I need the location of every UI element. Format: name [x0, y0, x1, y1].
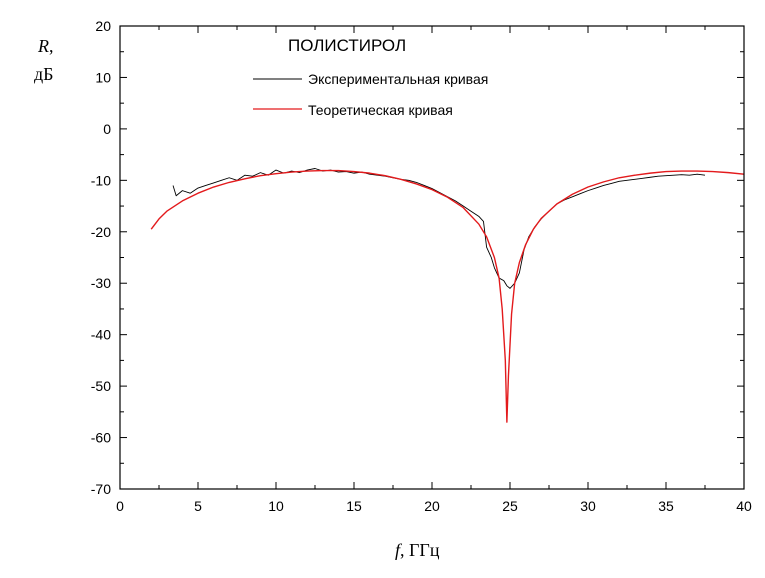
x-axis-label: f, ГГц — [395, 540, 440, 560]
legend-label-experimental: Экспериментальная кривая — [308, 71, 488, 87]
plot-frame — [119, 25, 745, 490]
y-tick-label: -20 — [91, 224, 111, 240]
y-tick-label: 10 — [95, 69, 111, 85]
chart-title: ПОЛИСТИРОЛ — [288, 36, 406, 55]
y-tick-label: 0 — [103, 121, 111, 137]
x-tick-label: 10 — [268, 498, 284, 514]
x-tick-label: 20 — [424, 498, 440, 514]
x-tick-label: 15 — [346, 498, 362, 514]
x-tick-label: 30 — [580, 498, 596, 514]
y-tick-label: -10 — [91, 172, 111, 188]
x-tick-label: 40 — [736, 498, 752, 514]
x-tick-label: 25 — [502, 498, 518, 514]
experimental-curve — [172, 168, 706, 289]
y-tick-label: -60 — [91, 430, 111, 446]
x-tick-label: 5 — [194, 498, 202, 514]
y-tick-label: -30 — [91, 275, 111, 291]
y-tick-label: -40 — [91, 327, 111, 343]
y-tick-label: -70 — [91, 481, 111, 497]
x-tick-label: 35 — [658, 498, 674, 514]
x-tick-label: 0 — [116, 498, 124, 514]
y-tick-label: -50 — [91, 378, 111, 394]
theoretical-curve — [150, 169, 745, 423]
y-tick-label: 20 — [95, 18, 111, 34]
y-axis-label: R, — [37, 36, 54, 56]
legend-label-theoretical: Теоретическая кривая — [308, 102, 453, 118]
y-axis-unit: дБ — [34, 64, 54, 84]
legend: Экспериментальная кривая Теоретическая к… — [253, 71, 488, 118]
